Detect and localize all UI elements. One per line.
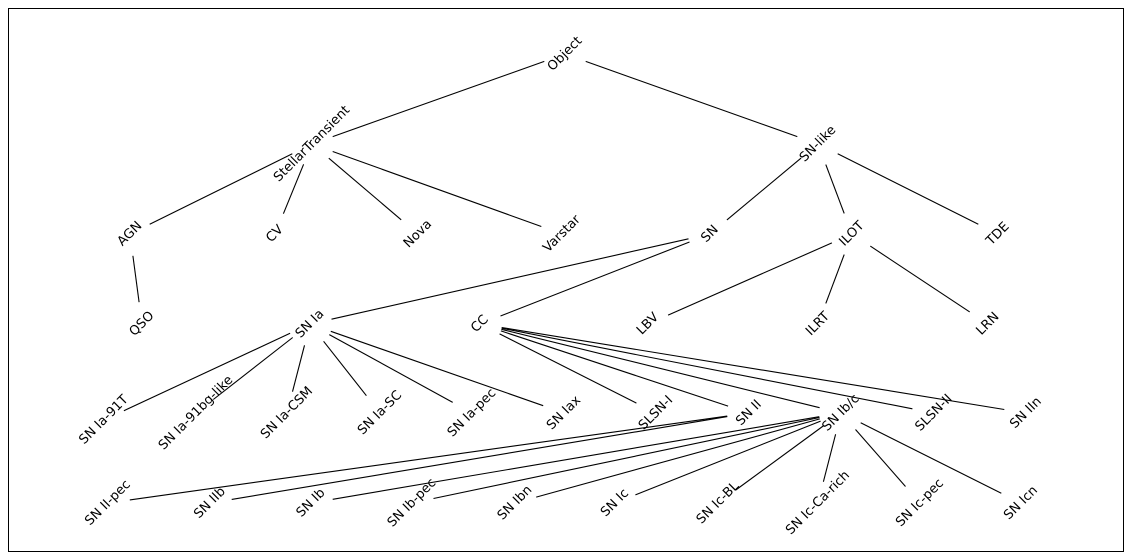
node-label-sniacsm: SN Ia-CSM — [258, 384, 316, 442]
edge-stellar-varstar — [332, 150, 542, 228]
edge-snibc-sniccarich — [822, 434, 837, 482]
node-label-cc: CC — [468, 312, 491, 335]
edge-snibc-snibpec — [433, 416, 820, 500]
edge-sn-cc — [500, 241, 690, 317]
node-label-cv: CV — [263, 222, 286, 245]
node-label-snicbl: SN Ic-BL — [694, 478, 743, 527]
edge-cc-slsn1 — [499, 333, 637, 404]
node-label-object: Object — [545, 34, 586, 75]
edge-object-snlike — [585, 60, 798, 138]
node-label-lbv: LBV — [634, 310, 662, 338]
node-label-snic: SN Ic — [598, 486, 632, 520]
edge-snibc-snicbl — [735, 425, 824, 491]
node-label-snibc: SN Ib/c — [820, 392, 863, 435]
edge-stellar-cv — [282, 164, 305, 214]
node-label-sniasc: SN Ia-SC — [355, 388, 405, 438]
node-label-snicn: SN Icn — [1001, 483, 1041, 523]
node-label-sniax: SN Iax — [544, 393, 584, 433]
edge-sn-snia — [331, 238, 689, 320]
edge-snii-sniipec — [129, 415, 728, 501]
node-label-tde: TDE — [983, 219, 1013, 249]
node-label-snib: SN Ib — [294, 486, 329, 521]
node-label-varstar: Varstar — [540, 212, 584, 256]
node-label-snia91bg: SN Ia-91bg-like — [156, 373, 236, 453]
edge-cc-snibc — [501, 328, 820, 409]
node-label-sniin: SN IIn — [1007, 394, 1044, 431]
node-label-snia91t: SN Ia-91T — [76, 392, 131, 447]
diagram-frame — [8, 8, 1124, 552]
node-label-stellar: StellarTransient — [271, 103, 353, 185]
node-label-snii: SN II — [733, 397, 765, 429]
node-label-qso: QSO — [127, 309, 158, 340]
edge-snlike-tde — [837, 153, 979, 225]
node-label-ilot: ILOT — [837, 218, 868, 249]
edge-snibc-snic — [635, 420, 821, 496]
edge-ilot-lrn — [869, 245, 971, 313]
edge-snlike-sn — [726, 157, 802, 221]
node-label-ilrt: ILRT — [803, 309, 833, 339]
edge-snia-sniax — [330, 330, 544, 407]
edge-snia-sniapec — [329, 334, 453, 403]
node-label-slsn1: SLSN-I — [636, 393, 676, 433]
node-label-snibn: SN Ibn — [495, 483, 536, 524]
node-label-sniccarich: SN Ic-Ca-rich — [783, 468, 853, 538]
edge-ilot-ilrt — [825, 254, 845, 304]
node-label-nova: Nova — [401, 217, 435, 251]
edge-snii-sniib — [231, 416, 728, 500]
node-label-snia: SN Ia — [293, 307, 328, 342]
edge-snibc-snicn — [860, 422, 1002, 494]
edge-snlike-ilot — [825, 164, 845, 214]
edge-snibc-snib — [332, 416, 820, 500]
labels-group: Object StellarTransient SN-like AGN CV Nova Va… — [76, 34, 1044, 538]
edges-group — [123, 60, 1005, 501]
edge-cc-sniin — [501, 326, 1005, 411]
edge-stellar-nova — [328, 157, 402, 221]
edge-cc-snii — [500, 330, 729, 407]
edge-object-stellar — [332, 60, 545, 138]
edge-cc-slsn2 — [501, 327, 913, 410]
node-label-sn: SN — [698, 222, 721, 245]
edge-snibc-snicpec — [855, 429, 906, 487]
edge-snia-snia91bg — [212, 337, 294, 400]
node-label-sniipec: SN II-pec — [82, 477, 134, 529]
node-label-snlike: SN-like — [797, 123, 839, 165]
edge-ilot-lbv — [667, 242, 833, 316]
node-label-agn: AGN — [115, 219, 146, 250]
edge-snia-sniacsm — [291, 345, 306, 392]
edge-stellar-agn — [149, 153, 293, 225]
node-label-snibpec: SN Ib-pec — [385, 476, 440, 531]
edge-agn-qso — [132, 255, 140, 303]
node-label-sniapec: SN Ia-pec — [445, 386, 499, 440]
node-label-sniib: SN IIb — [191, 484, 228, 521]
edge-snia-snia91t — [123, 332, 291, 412]
node-label-lrn: LRN — [974, 310, 1003, 339]
edge-snibc-snibn — [536, 418, 820, 498]
edge-snia-sniasc — [323, 340, 367, 397]
node-label-snicpec: SN Ic-pec — [893, 476, 947, 530]
